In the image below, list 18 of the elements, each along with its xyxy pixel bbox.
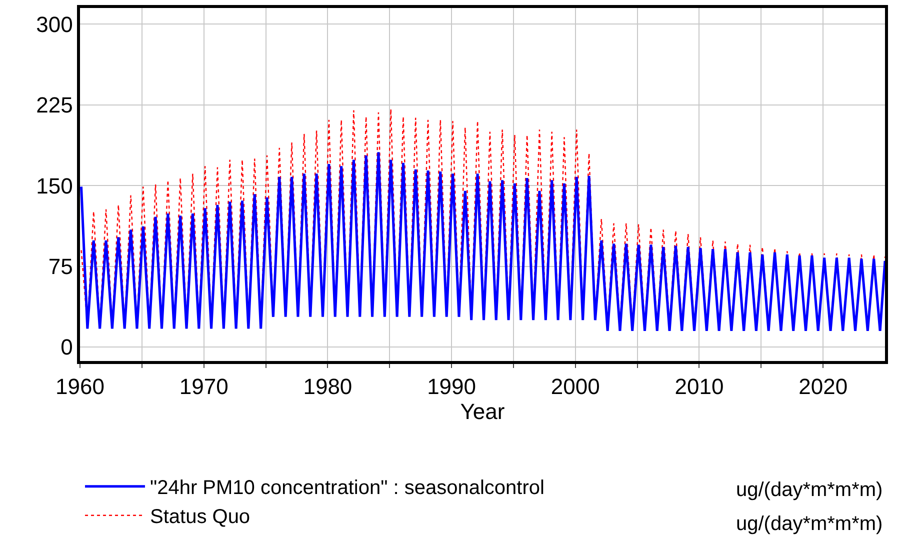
x-tick-label: 1980	[303, 374, 352, 400]
line-series	[80, 150, 885, 332]
x-tick-label: 2010	[674, 374, 724, 400]
x-tick-label: 2020	[798, 374, 848, 400]
legend-label: Status Quo	[150, 506, 250, 528]
text: ug/(day*m*m*m)	[736, 479, 883, 501]
x-tick-label: 1960	[56, 374, 104, 400]
y-tick-label: 0	[60, 334, 73, 360]
text: ug/(day*m*m*m)	[736, 513, 883, 535]
x-tick-label: 2000	[550, 374, 600, 400]
y-tick-label: 75	[48, 254, 73, 279]
y-tick-label: 225	[36, 92, 73, 118]
x-axis-title: Year	[460, 399, 505, 424]
x-tick-label: 1990	[427, 374, 476, 400]
y-tick-label: 300	[36, 12, 73, 37]
legend-label: "24hr PM10 concentration" : seasonalcontrol	[150, 477, 544, 500]
x-tick-label: 1970	[179, 374, 228, 400]
y-tick-label: 150	[36, 173, 73, 198]
